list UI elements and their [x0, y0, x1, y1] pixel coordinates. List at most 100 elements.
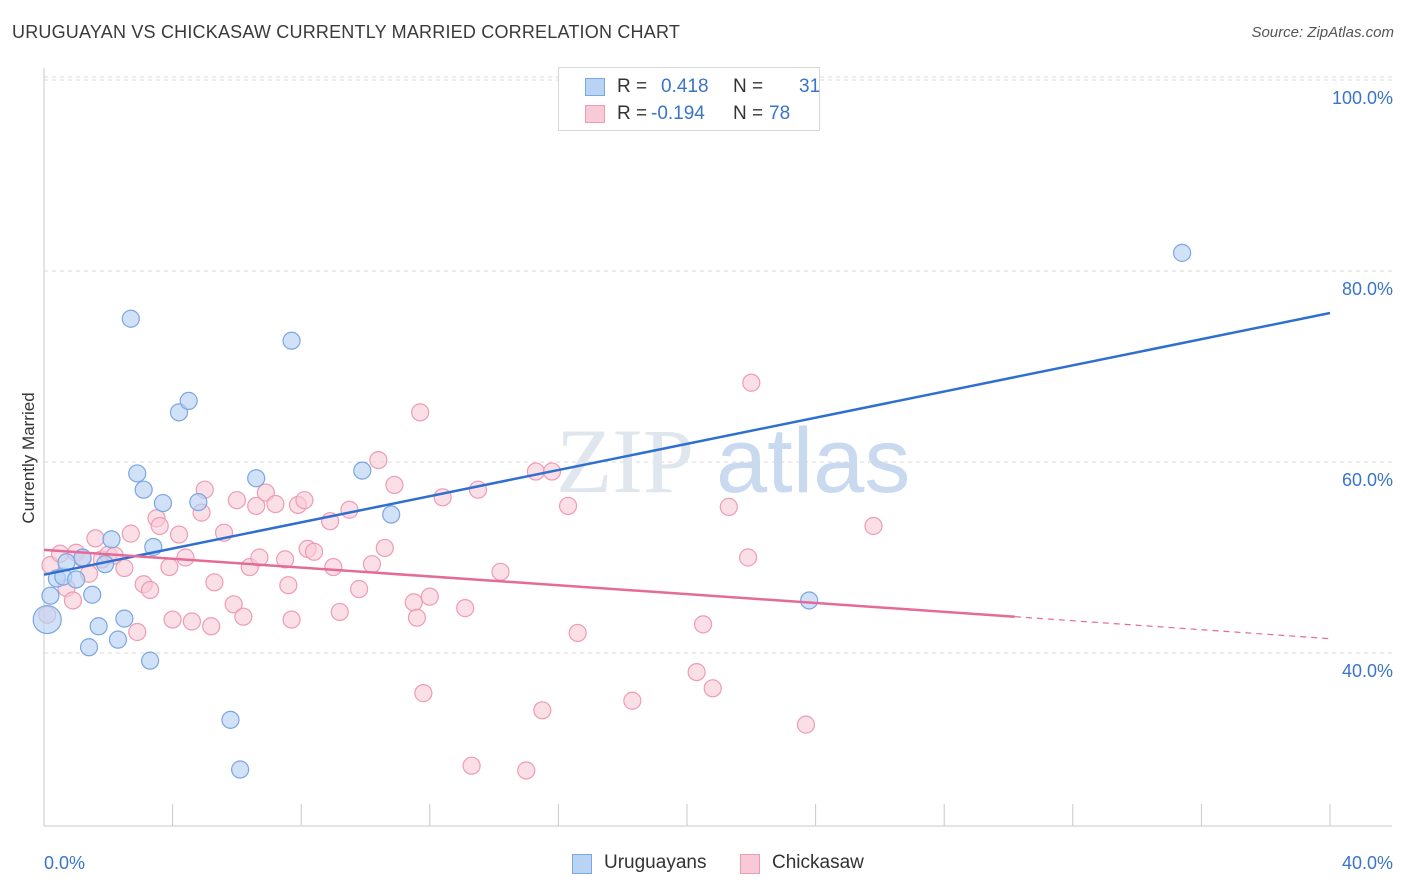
chickasaw-point [304, 542, 324, 561]
bottom-legend-swatch-pink [740, 854, 760, 874]
chickasaw-point [182, 612, 201, 631]
chickasaw-point [266, 494, 285, 514]
chickasaw-point [140, 580, 160, 600]
uruguayan-point [115, 609, 134, 628]
chickasaw-point [282, 610, 301, 629]
legend-r-label: R = [617, 103, 648, 124]
chickasaw-point [224, 595, 243, 614]
chickasaw-point [202, 617, 221, 636]
gridlines [44, 76, 1392, 654]
uruguayan-point [282, 331, 301, 350]
uruguayan-point [221, 710, 240, 729]
legend-r-label: R = [617, 76, 648, 97]
uruguayan-trend-line [43, 311, 1331, 576]
uruguayan-point [134, 480, 153, 499]
y-tick-label: 80.0% [1342, 279, 1393, 299]
tick-labels: 40.0% 60.0% 80.0% 100.0% 0.0% 40.0% [44, 88, 1393, 873]
uruguayan-point [67, 570, 86, 589]
chickasaw-point [796, 715, 816, 734]
uruguayan-point [153, 493, 173, 513]
y-tick-label: 60.0% [1342, 470, 1393, 490]
chickasaw-point [568, 623, 587, 643]
chickasaw-point [115, 558, 134, 578]
axes [43, 68, 1392, 827]
chickasaw-point [369, 450, 388, 470]
chickasaw-point [533, 701, 552, 720]
chickasaw-point [742, 373, 761, 392]
chickasaw-point [687, 662, 706, 682]
x-tick-label: 40.0% [1342, 853, 1393, 873]
uruguayan-point [800, 591, 819, 610]
uruguayan-point [32, 604, 62, 635]
chickasaw-point [462, 756, 481, 775]
chickasaw-point [491, 562, 510, 581]
chickasaw-point [128, 622, 147, 642]
watermark-atlas: atlas [716, 410, 910, 512]
chickasaw-point [324, 557, 343, 577]
chickasaw-point [349, 579, 369, 599]
chickasaw-point [330, 602, 349, 622]
chart-title: URUGUAYAN VS CHICKASAW CURRENTLY MARRIED… [12, 22, 681, 42]
stats-legend: R = 0.418 N = 31 R = -0.194 N = 78 [558, 67, 820, 131]
legend-n-value: 78 [769, 103, 791, 124]
chickasaw-trend-line [43, 548, 1016, 618]
uruguayan-point [382, 505, 401, 524]
bottom-legend-swatch-blue [572, 854, 592, 874]
uruguayan-point [353, 461, 372, 480]
chickasaw-point [205, 573, 224, 592]
chickasaw-point [295, 491, 314, 510]
chickasaw-point [517, 761, 536, 780]
chickasaw-trend-extension [1014, 616, 1331, 640]
uruguayan-point [79, 638, 99, 657]
chickasaw-point [227, 491, 246, 510]
source-label: Source: ZipAtlas.com [1251, 24, 1394, 41]
legend-n-label: N = [733, 103, 764, 124]
uruguayan-point [121, 309, 140, 328]
chickasaw-point [247, 496, 266, 516]
chickasaw-point [234, 607, 253, 626]
x-tick-label: 0.0% [44, 853, 85, 873]
y-tick-label: 40.0% [1342, 661, 1393, 681]
chickasaw-point [385, 475, 404, 495]
chickasaw-point [340, 500, 359, 519]
bottom-legend-label: Chickasaw [772, 852, 864, 873]
chickasaw-point [411, 403, 430, 422]
uruguayan-point [89, 617, 108, 636]
watermark-zip: ZIP [556, 410, 694, 512]
uruguayan-point [231, 760, 250, 779]
uruguayan-point [102, 530, 121, 549]
uruguayan-points [32, 243, 1192, 779]
uruguayan-point [41, 586, 60, 605]
uruguayan-point [179, 391, 198, 410]
chickasaw-point [693, 615, 713, 634]
uruguayan-point [83, 585, 102, 604]
chickasaw-point [719, 497, 738, 516]
chickasaw-point [276, 550, 295, 569]
chickasaw-point [420, 587, 439, 606]
legend-r-value: 0.418 [661, 76, 709, 97]
chickasaw-point [163, 610, 182, 629]
bottom-legend-label: Uruguayans [604, 852, 707, 873]
chickasaw-point [375, 538, 394, 558]
y-tick-label: 100.0% [1332, 88, 1393, 108]
chickasaw-point [362, 555, 382, 574]
chickasaw-point [407, 608, 427, 627]
chickasaw-point [404, 593, 423, 612]
uruguayan-point [1173, 243, 1192, 262]
chickasaw-point [558, 496, 578, 516]
chickasaw-point [63, 591, 83, 610]
chickasaw-point [468, 480, 488, 499]
chickasaw-point [121, 524, 140, 543]
legend-r-value: -0.194 [651, 103, 705, 124]
uruguayan-point [108, 630, 128, 649]
uruguayan-point [128, 464, 147, 483]
chickasaw-point [176, 548, 195, 567]
chickasaw-point [279, 576, 298, 595]
chickasaw-point [456, 599, 475, 618]
chickasaw-point [703, 679, 722, 698]
legend-swatch-blue [585, 78, 605, 96]
chickasaw-point [738, 548, 758, 567]
legend-swatch-pink [585, 105, 605, 123]
chickasaw-point [86, 529, 105, 548]
uruguayan-point [189, 493, 208, 512]
